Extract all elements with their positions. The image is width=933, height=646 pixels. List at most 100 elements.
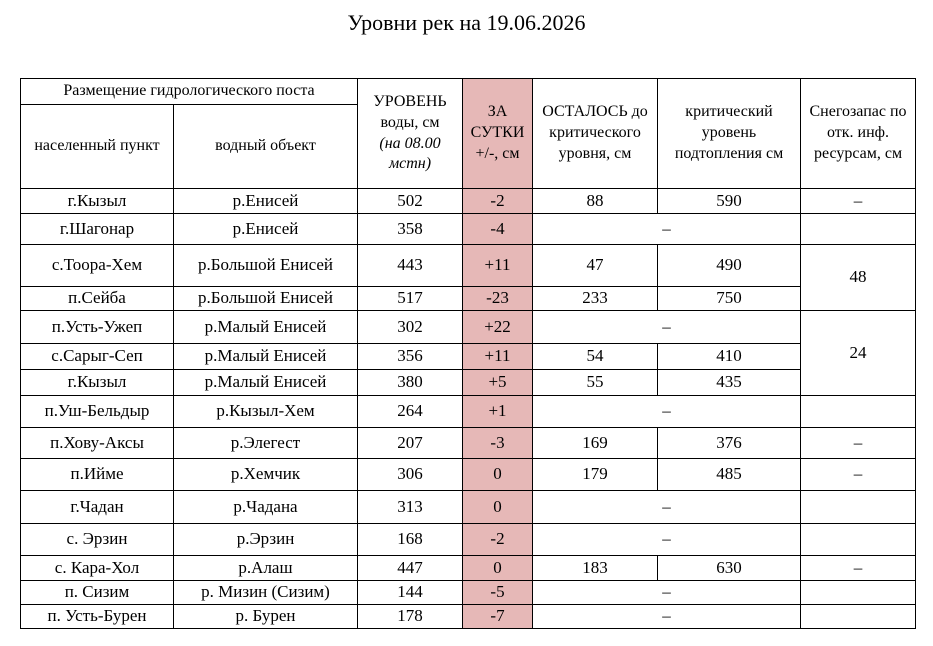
settlement: п. Усть-Бурен: [20, 604, 174, 629]
snow: –: [800, 188, 917, 214]
settlement: п. Сизим: [20, 580, 174, 605]
critical: 485: [657, 458, 802, 491]
critical: 750: [657, 286, 802, 311]
critical: 410: [657, 343, 802, 370]
data-row: с. Эрзин р.Эрзин 168 -2–: [20, 523, 917, 556]
remaining-critical: –: [532, 523, 802, 556]
river: р.Малый Енисей: [172, 310, 359, 344]
header-settlement: населенный пункт: [20, 104, 174, 189]
change: +11: [462, 244, 534, 287]
remaining-critical: –: [532, 580, 802, 605]
snow: –: [800, 458, 917, 491]
header-row: населенный пункт водный объект: [20, 104, 916, 189]
table-body: Размещение гидрологического поста УРОВЕН…: [19, 78, 917, 629]
header-level: УРОВЕНЬ воды, см (на 08.00 мстн): [357, 78, 464, 189]
level: 168: [357, 523, 464, 556]
remaining-critical: –: [532, 395, 802, 428]
critical: 376: [657, 427, 802, 459]
settlement: п.Сейба: [20, 286, 174, 311]
river: р.Енисей: [172, 188, 359, 214]
level: 517: [357, 286, 464, 311]
change: 0: [462, 555, 534, 581]
header-river: водный объект: [172, 104, 359, 189]
title: Уровни рек на 19.06.2026: [347, 10, 586, 35]
settlement: г.Чадан: [20, 490, 174, 524]
level: 178: [357, 604, 464, 629]
snow: 48: [800, 244, 917, 311]
change: +1: [462, 395, 534, 428]
remaining: 233: [532, 286, 659, 311]
settlement: с.Сарыг-Сеп: [20, 343, 174, 370]
level: 443: [357, 244, 464, 287]
river: р.Чадана: [172, 490, 359, 524]
snow: 24: [800, 310, 917, 396]
critical: 435: [657, 369, 802, 396]
river: р.Алаш: [172, 555, 359, 581]
data-row: г.Кызыл р.Малый Енисей 380 +5 55 435: [20, 369, 916, 396]
river: р.Енисей: [172, 213, 359, 245]
river: р.Большой Енисей: [172, 286, 359, 311]
data-row: с.Тоора-Хем р.Большой Енисей 443 +11 47 490 48: [20, 244, 917, 311]
change: -3: [462, 427, 534, 459]
river-table: Размещение гидрологического поста УРОВЕН…: [19, 78, 917, 629]
snow: [800, 395, 917, 428]
remaining-critical: –: [532, 310, 802, 344]
river: р.Малый Енисей: [172, 343, 359, 370]
level: 264: [357, 395, 464, 428]
header-row: Размещение гидрологического поста УРОВЕН…: [19, 78, 917, 189]
change: -2: [462, 523, 534, 556]
data-row: п.Усть-Ужеп р.Малый Енисей 302 +22–24: [20, 310, 917, 396]
change: -2: [462, 188, 534, 214]
data-row: п. Усть-Бурен р. Бурен 178 -7–: [20, 604, 917, 629]
data-row: с.Сарыг-Сеп р.Малый Енисей 356 +11 54 410: [20, 343, 916, 370]
level: 207: [357, 427, 464, 459]
remaining-critical: –: [532, 213, 802, 245]
change: 0: [462, 490, 534, 524]
remaining: 55: [532, 369, 659, 396]
snow: –: [800, 427, 917, 459]
river: р. Бурен: [172, 604, 359, 629]
header-change: ЗА СУТКИ +/-, см: [462, 78, 534, 189]
data-row: п.Ийме р.Хемчик 306 0 179 485–: [20, 458, 917, 491]
change: 0: [462, 458, 534, 491]
remaining-critical: –: [532, 604, 802, 629]
level: 313: [357, 490, 464, 524]
level: 302: [357, 310, 464, 344]
level: 502: [357, 188, 464, 214]
river: р.Кызыл-Хем: [172, 395, 359, 428]
settlement: с.Тоора-Хем: [20, 244, 174, 287]
change: -5: [462, 580, 534, 605]
change: +22: [462, 310, 534, 344]
header-snow: Снегозапас по отк. инф. ресурсам, см: [800, 78, 917, 189]
settlement: г.Кызыл: [20, 369, 174, 396]
snow: [800, 213, 917, 245]
change: +11: [462, 343, 534, 370]
remaining: 54: [532, 343, 659, 370]
river: р.Малый Енисей: [172, 369, 359, 396]
river: р.Хемчик: [172, 458, 359, 491]
settlement: п.Уш-Бельдыр: [20, 395, 174, 428]
settlement: п.Хову-Аксы: [20, 427, 174, 459]
level: 380: [357, 369, 464, 396]
level: 358: [357, 213, 464, 245]
settlement: п.Ийме: [20, 458, 174, 491]
header-remaining: ОСТАЛОСЬ до критического уровня, см: [532, 78, 659, 189]
remaining-critical: –: [532, 490, 802, 524]
data-row: п.Уш-Бельдыр р.Кызыл-Хем 264 +1–: [20, 395, 917, 428]
data-row: п. Сизим р. Мизин (Сизим) 144 -5–: [20, 580, 917, 605]
change: +5: [462, 369, 534, 396]
header-group: Размещение гидрологического поста: [19, 78, 359, 105]
header-level-note: (на 08.00 мстн): [379, 134, 441, 173]
data-row: п.Сейба р.Большой Енисей 517 -23 233 750: [20, 286, 916, 311]
level: 306: [357, 458, 464, 491]
data-row: г.Кызыл р.Енисей 502 -2 88 590–: [20, 188, 917, 214]
data-row: г.Чадан р.Чадана 313 0–: [20, 490, 917, 524]
river: р. Мизин (Сизим): [172, 580, 359, 605]
snow: [800, 490, 917, 524]
snow: [800, 580, 917, 605]
critical: 490: [657, 244, 802, 287]
change: -23: [462, 286, 534, 311]
header-level-text: УРОВЕНЬ воды, см: [373, 92, 447, 131]
river: р.Элегест: [172, 427, 359, 459]
